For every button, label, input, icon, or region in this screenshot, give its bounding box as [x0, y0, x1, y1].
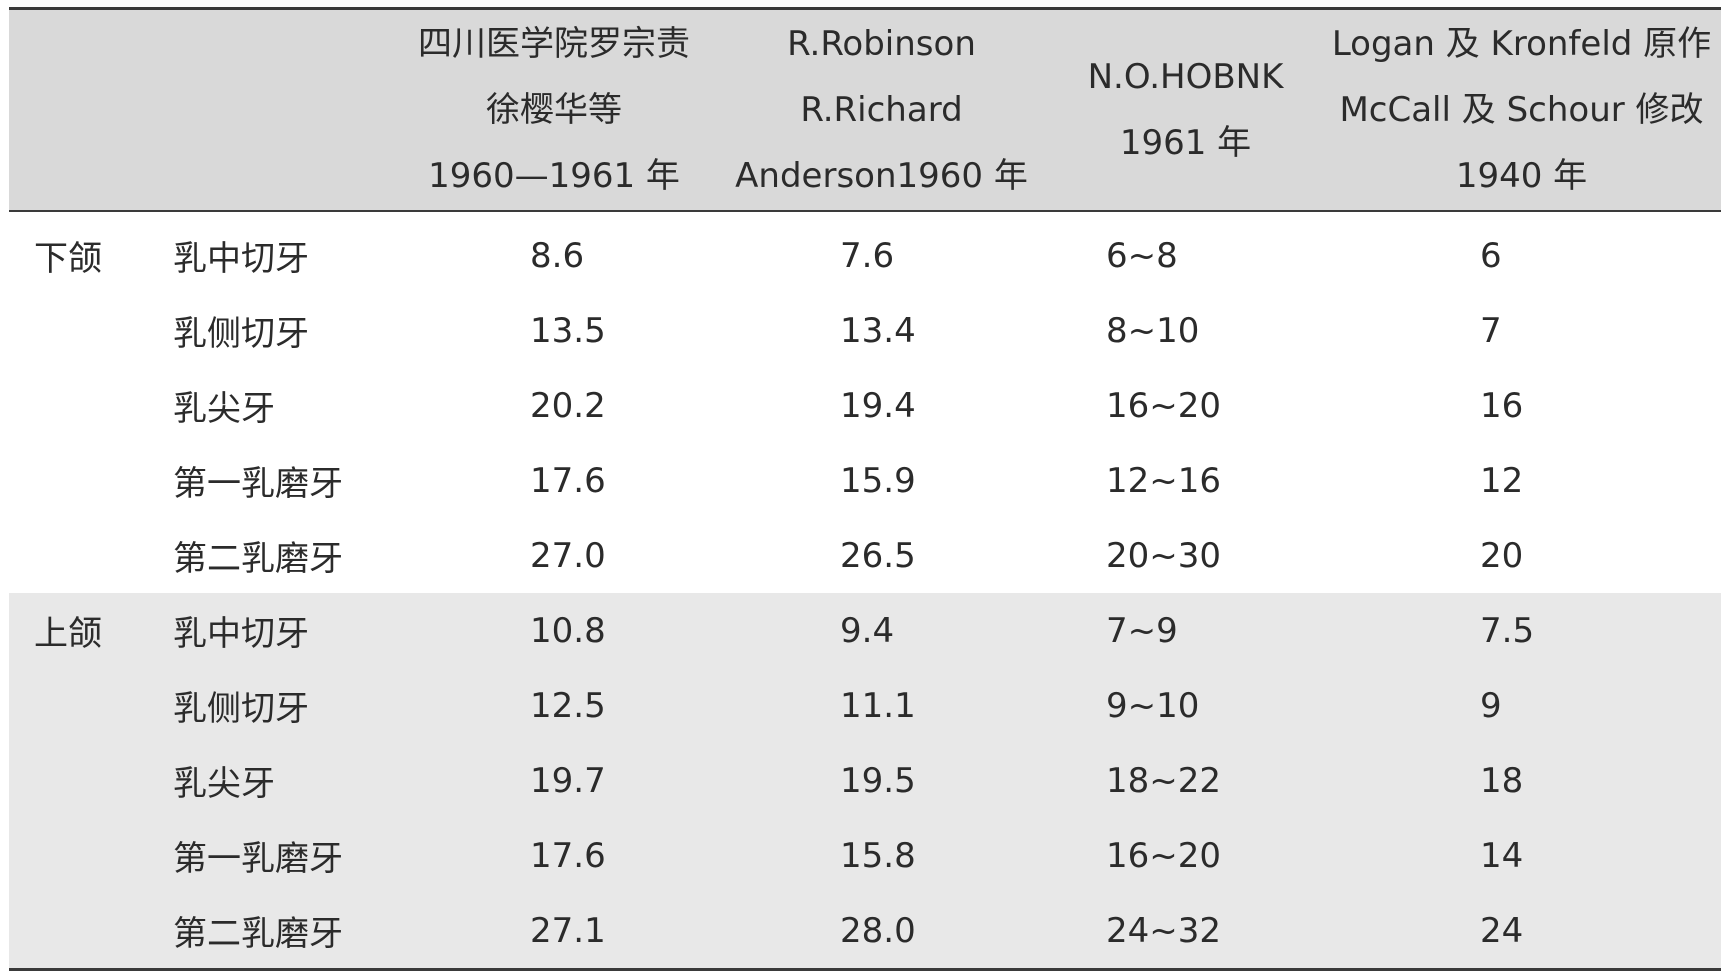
value-cell: 12 — [1480, 460, 1524, 501]
table-row: 第二乳磨牙 27.0 26.5 20~30 20 — [9, 518, 1721, 593]
value-cell: 20~30 — [1106, 535, 1222, 576]
header-sichuan-study: 四川医学院罗宗责 徐樱华等 1960—1961 年 — [394, 9, 714, 212]
value-cell: 19.5 — [840, 760, 916, 801]
value-cell: 7.6 — [840, 235, 895, 276]
header-line: R.Robinson — [787, 24, 976, 64]
header-robinson-study: R.Robinson R.Richard Anderson1960 年 — [714, 9, 1049, 212]
header-hobnk-study: N.O.HOBNK 1961 年 — [1049, 9, 1322, 212]
value-cell: 6~8 — [1106, 235, 1178, 276]
header-line: 1960—1961 年 — [428, 156, 680, 196]
mandible-group: 下颌 乳中切牙 8.6 7.6 6~8 6 乳侧切牙 13.5 13.4 8~1… — [9, 211, 1721, 593]
table-row: 第一乳磨牙 17.6 15.8 16~20 14 — [9, 818, 1721, 893]
value-cell: 28.0 — [714, 893, 1049, 971]
tooth-name: 第二乳磨牙 — [159, 893, 394, 971]
table-row: 第二乳磨牙 27.1 28.0 24~32 24 — [9, 893, 1721, 971]
header-logan-study: Logan 及 Kronfeld 原作 McCall 及 Schour 修改 1… — [1322, 9, 1721, 212]
header-line: 1940 年 — [1455, 156, 1588, 196]
table-header: 四川医学院罗宗责 徐樱华等 1960—1961 年 R.Robinson R.R… — [9, 8, 1721, 212]
tooth-name: 乳尖牙 — [173, 389, 275, 429]
header-line: 徐樱华等 — [486, 90, 622, 130]
header-line: Logan 及 Kronfeld 原作 — [1331, 24, 1712, 64]
value-cell: 8~10 — [1106, 310, 1200, 351]
data-table-container: 四川医学院罗宗责 徐樱华等 1960—1961 年 R.Robinson R.R… — [9, 7, 1721, 971]
header-line: 1961 年 — [1119, 123, 1252, 163]
table-row: 上颌 乳中切牙 10.8 9.4 7~9 7.5 — [9, 593, 1721, 668]
jaw-label-empty — [9, 443, 159, 518]
header-line: Anderson1960 年 — [735, 156, 1028, 196]
jaw-label-empty — [9, 818, 159, 893]
value-cell: 18 — [1480, 760, 1524, 801]
header-line: R.Richard — [800, 90, 963, 130]
value-cell: 16 — [1480, 385, 1524, 426]
value-cell: 13.4 — [840, 310, 916, 351]
value-cell: 7.5 — [1480, 610, 1535, 651]
value-cell: 17.6 — [530, 835, 606, 876]
value-cell: 27.0 — [530, 535, 606, 576]
value-cell: 26.5 — [840, 535, 916, 576]
value-cell: 10.8 — [530, 610, 606, 651]
header-line: McCall 及 Schour 修改 — [1339, 90, 1704, 130]
jaw-label-empty — [9, 893, 159, 971]
value-cell: 6 — [1480, 235, 1502, 276]
value-cell: 16~20 — [1106, 385, 1222, 426]
value-cell: 11.1 — [840, 685, 916, 726]
tooth-name: 乳中切牙 — [173, 614, 309, 654]
header-tooth-cell — [159, 9, 394, 212]
value-cell: 16~20 — [1106, 835, 1222, 876]
tooth-name: 乳侧切牙 — [173, 689, 309, 729]
value-cell: 14 — [1480, 835, 1524, 876]
value-cell: 7~9 — [1106, 610, 1178, 651]
tooth-name: 乳侧切牙 — [173, 314, 309, 354]
header-line: N.O.HOBNK — [1087, 57, 1284, 97]
table-row: 下颌 乳中切牙 8.6 7.6 6~8 6 — [9, 211, 1721, 293]
header-jaw-cell — [9, 9, 159, 212]
jaw-label: 上颌 — [34, 614, 102, 654]
value-cell: 8.6 — [530, 235, 585, 276]
jaw-label-empty — [9, 293, 159, 368]
table-row: 乳尖牙 19.7 19.5 18~22 18 — [9, 743, 1721, 818]
table-row: 乳侧切牙 12.5 11.1 9~10 9 — [9, 668, 1721, 743]
value-cell: 20 — [1480, 535, 1524, 576]
tooth-name: 第二乳磨牙 — [173, 539, 343, 579]
tooth-name: 第一乳磨牙 — [173, 464, 343, 504]
jaw-label: 下颌 — [34, 239, 102, 279]
value-cell: 27.1 — [394, 893, 714, 971]
header-row: 四川医学院罗宗责 徐樱华等 1960—1961 年 R.Robinson R.R… — [9, 8, 1721, 212]
tooth-name: 乳尖牙 — [173, 764, 275, 804]
jaw-label-empty — [9, 668, 159, 743]
table-row: 第一乳磨牙 17.6 15.9 12~16 12 — [9, 443, 1721, 518]
value-cell: 9 — [1480, 685, 1502, 726]
tooth-data-table: 四川医学院罗宗责 徐樱华等 1960—1961 年 R.Robinson R.R… — [9, 7, 1721, 971]
value-cell: 19.4 — [840, 385, 916, 426]
table-row: 乳侧切牙 13.5 13.4 8~10 7 — [9, 293, 1721, 368]
value-cell: 13.5 — [530, 310, 606, 351]
value-cell: 9.4 — [840, 610, 895, 651]
value-cell: 24~32 — [1049, 893, 1322, 971]
value-cell: 12~16 — [1106, 460, 1222, 501]
maxilla-group: 上颌 乳中切牙 10.8 9.4 7~9 7.5 乳侧切牙 12.5 11.1 … — [9, 593, 1721, 971]
value-cell: 17.6 — [530, 460, 606, 501]
jaw-label-empty — [9, 368, 159, 443]
value-cell: 15.8 — [840, 835, 916, 876]
value-cell: 15.9 — [840, 460, 916, 501]
jaw-label-empty — [9, 743, 159, 818]
value-cell: 9~10 — [1106, 685, 1200, 726]
value-cell: 12.5 — [530, 685, 606, 726]
jaw-label-empty — [9, 518, 159, 593]
header-line: 四川医学院罗宗责 — [418, 24, 690, 64]
tooth-name: 第一乳磨牙 — [173, 839, 343, 879]
value-cell: 7 — [1480, 310, 1502, 351]
value-cell: 18~22 — [1106, 760, 1222, 801]
value-cell: 19.7 — [530, 760, 606, 801]
tooth-name: 乳中切牙 — [173, 239, 309, 279]
value-cell: 24 — [1322, 893, 1721, 971]
table-row: 乳尖牙 20.2 19.4 16~20 16 — [9, 368, 1721, 443]
value-cell: 20.2 — [530, 385, 606, 426]
